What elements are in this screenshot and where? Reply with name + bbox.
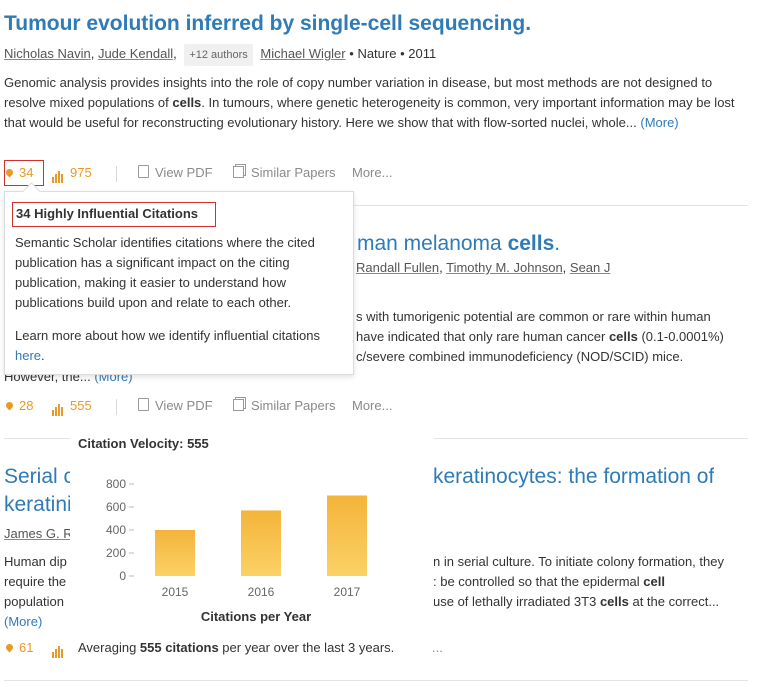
citation-velocity-button[interactable]: 975 xyxy=(52,164,92,183)
paper-title[interactable]: Serial c xyxy=(4,465,75,488)
more-authors-badge[interactable]: +12 authors xyxy=(184,44,253,66)
chart-bars xyxy=(155,495,367,577)
copy-icon xyxy=(233,399,244,411)
pdf-icon xyxy=(138,398,149,411)
popover-description: Semantic Scholar identifies citations wh… xyxy=(15,235,315,310)
author-list: Randall Fullen, Timothy M. Johnson, Sean… xyxy=(356,260,611,275)
bar-chart-icon xyxy=(52,165,64,183)
x-tick-label: 2015 xyxy=(162,585,189,599)
paper-title[interactable]: keratinocytes: the formation of xyxy=(433,465,715,488)
more-abstract-link[interactable]: (More) xyxy=(4,614,43,629)
citation-velocity-button[interactable]: 555 xyxy=(52,397,92,416)
paper-actions: 61 Averaging 555 citations per year over… xyxy=(4,639,604,659)
paper-title[interactable]: man melanoma cells. xyxy=(357,232,561,255)
venue: Nature xyxy=(357,46,397,61)
y-tick-label: 800 xyxy=(106,477,126,491)
influential-citations-popover: 34 Highly Influential Citations Semantic… xyxy=(4,182,354,375)
similar-papers-button[interactable]: Similar Papers xyxy=(233,164,336,182)
bar-2017[interactable] xyxy=(327,495,367,577)
bar-chart-icon xyxy=(52,640,64,658)
bar-chart-icon xyxy=(52,398,64,416)
abstract: Human dip require the population (More) xyxy=(4,552,67,632)
author-link[interactable]: Jude Kendall xyxy=(97,46,174,61)
abstract: n in serial culture. To initiate colony … xyxy=(433,554,724,609)
more-abstract-link[interactable]: (More) xyxy=(640,115,679,130)
influential-highlight-box xyxy=(4,160,44,186)
y-tick-label: 400 xyxy=(106,523,126,537)
year: 2011 xyxy=(408,46,437,61)
view-pdf-button[interactable]: View PDF xyxy=(138,164,213,182)
venue-separator: • xyxy=(349,46,354,61)
influential-citations-button[interactable]: 28 xyxy=(4,397,33,415)
author-link[interactable]: Nicholas Navin xyxy=(4,46,91,61)
author-link[interactable]: Randall Fullen xyxy=(356,260,440,275)
learn-more-here-link[interactable]: here xyxy=(15,348,42,363)
more-button[interactable]: More... xyxy=(352,165,393,180)
more-button[interactable]: ... xyxy=(432,640,443,655)
paper-actions: 28 555 View PDF Similar Papers More... xyxy=(4,397,604,417)
title-text[interactable]: sequencing. xyxy=(402,12,532,35)
author-list: Nicholas Navin, Jude Kendall, +12 author… xyxy=(4,44,749,66)
bar-2015[interactable] xyxy=(155,530,195,576)
influential-citations-button[interactable]: 61 xyxy=(4,639,33,657)
y-tick-label: 600 xyxy=(106,500,126,514)
citation-average-text: Averaging 555 citations per year over th… xyxy=(78,640,395,655)
abstract: Genomic analysis provides insights into … xyxy=(4,75,735,130)
popover-title: Citation Velocity: 555 xyxy=(78,436,209,451)
more-button[interactable]: More... xyxy=(352,398,393,413)
title-text[interactable]: Tumour evolution inferred by xyxy=(4,12,300,35)
citation-velocity-button[interactable] xyxy=(52,639,70,658)
view-pdf-button[interactable]: View PDF xyxy=(138,397,213,415)
author-link[interactable]: Michael Wigler xyxy=(260,46,346,61)
copy-icon xyxy=(233,166,244,178)
popover-title: 34 Highly Influential Citations xyxy=(16,206,199,221)
x-axis-label: Citations per Year xyxy=(201,609,311,624)
title-highlight[interactable]: single-cell xyxy=(299,12,403,35)
chart-axes: 0 200 400 600 800 xyxy=(106,477,134,583)
paper-result-1: Tumour evolution inferred by single-cell… xyxy=(4,10,749,133)
pin-icon xyxy=(4,400,15,411)
chart-labels: 2015 2016 2017 Citations per Year xyxy=(162,585,361,624)
y-tick-label: 200 xyxy=(106,546,126,560)
result-divider xyxy=(4,680,748,681)
author-link[interactable]: Sean J xyxy=(569,260,611,275)
bar-2016[interactable] xyxy=(241,510,281,576)
author-link[interactable]: Timothy M. Johnson xyxy=(446,260,563,275)
venue-separator: • xyxy=(400,46,405,61)
paper-title[interactable]: keratini xyxy=(4,493,72,516)
popover-learn-more: Learn more about how we identify influen… xyxy=(15,328,320,363)
popover-title-highlight-box xyxy=(12,202,216,227)
result-divider xyxy=(4,205,748,206)
y-tick-label: 0 xyxy=(119,569,126,583)
citation-velocity-chart: 0 200 400 600 800 2015 2016 2017 Citations per … xyxy=(106,477,367,624)
abstract: s with tumorigenic potential are common … xyxy=(356,309,724,364)
pin-icon xyxy=(4,642,15,653)
citation-velocity-popover: Citation Velocity: 555 0 200 400 600 800 201… xyxy=(70,422,434,634)
pdf-icon xyxy=(138,165,149,178)
author-list: James G. R xyxy=(4,524,73,544)
influential-citations-button[interactable]: 34 xyxy=(4,164,33,182)
author-link[interactable]: James G. R xyxy=(4,526,73,541)
divider xyxy=(116,399,117,415)
x-tick-label: 2016 xyxy=(248,585,275,599)
similar-papers-button[interactable]: Similar Papers xyxy=(233,397,336,415)
x-tick-label: 2017 xyxy=(334,585,361,599)
divider xyxy=(116,166,117,182)
paper-actions: 34 975 View PDF Similar Papers More... xyxy=(4,164,604,184)
paper-title[interactable]: Tumour evolution inferred by single-cell… xyxy=(4,10,749,38)
